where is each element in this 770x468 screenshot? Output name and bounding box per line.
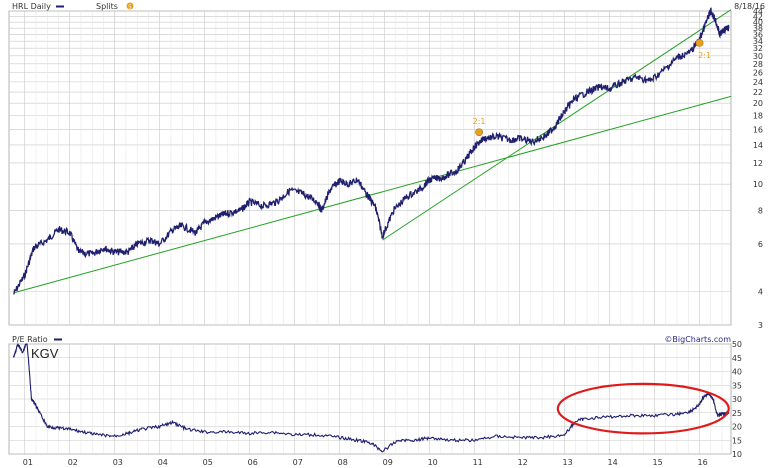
price-tick-label: 20: [753, 99, 763, 108]
split-marker: [475, 128, 483, 137]
price-tick-label: 42: [753, 12, 763, 21]
price-panel: 2:12:1 346810121416182022242628303234363…: [8, 7, 763, 330]
price-panel-frame: [8, 10, 732, 326]
pe-tick-label: 10: [732, 450, 742, 459]
price-tick-label: 3: [758, 321, 763, 330]
split-marker: [695, 38, 704, 47]
price-tick-label: 18: [753, 112, 763, 121]
x-tick-label: 03: [113, 458, 123, 467]
highlight-ellipse: [556, 382, 730, 435]
pe-series: [12, 343, 730, 453]
price-tick-label: 30: [753, 52, 763, 61]
price-tick-label: 14: [753, 141, 763, 150]
pe-tick-label: 15: [732, 436, 742, 445]
split-label: 2:1: [698, 51, 711, 60]
price-line: [13, 7, 730, 295]
x-tick-label: 12: [518, 458, 528, 467]
splits-legend-glyph: S: [128, 5, 131, 11]
price-tick-label: 8: [758, 206, 763, 215]
x-tick-label: 09: [383, 458, 393, 467]
pe-tick-label: 50: [732, 340, 742, 349]
price-tick-label: 26: [753, 69, 763, 78]
pe-tick-label: 45: [732, 354, 742, 363]
splits-legend-icon: [126, 2, 134, 10]
x-tick-label: 13: [563, 458, 573, 467]
pe-tick-label: 25: [732, 409, 742, 418]
pe-label: P/E Ratio: [12, 335, 48, 344]
pe-line: [12, 343, 730, 453]
highlight-ellipse: [556, 382, 730, 435]
x-tick-label: 14: [608, 458, 618, 467]
x-tick-label: 16: [698, 458, 708, 467]
x-tick-label: 10: [428, 458, 438, 467]
x-tick-label: 01: [23, 458, 33, 467]
brand-label: ©BigCharts.com: [664, 335, 731, 344]
price-tick-label: 12: [753, 159, 763, 168]
price-tick-label: 32: [753, 44, 763, 53]
pe-tick-label: 30: [732, 395, 742, 404]
price-tick-label: 36: [753, 30, 763, 39]
price-tick-label: 38: [753, 24, 763, 33]
price-tick-label: 24: [753, 78, 763, 87]
price-tick-label: 10: [753, 180, 763, 189]
x-tick-label: 15: [653, 458, 663, 467]
x-tick-label: 05: [203, 458, 213, 467]
pe-tick-label: 20: [732, 423, 742, 432]
price-tick-label: 4: [758, 287, 763, 296]
x-tick-label: 08: [338, 458, 348, 467]
split-markers: 2:1 2:1: [473, 38, 711, 137]
split-label: 2:1: [473, 117, 486, 126]
price-tick-label: 34: [753, 37, 763, 46]
date-label: 8/18/16: [734, 2, 765, 11]
x-tick-label: 06: [248, 458, 258, 467]
splits-label: Splits: [96, 2, 118, 11]
price-tick-label: 22: [753, 88, 763, 97]
price-tick-label: 40: [753, 18, 763, 27]
price-tick-label: 16: [753, 125, 763, 134]
price-grid: [9, 10, 731, 326]
x-tick-label: 02: [68, 458, 78, 467]
x-axis: 01 02 03 04 05 06 07 08 09 10 11 12 13 14 15 16: [23, 458, 708, 467]
pe-tick-label: 35: [732, 381, 742, 390]
price-tick-label: 28: [753, 60, 763, 69]
price-series: [13, 7, 730, 295]
price-tick-label: 44: [753, 7, 763, 16]
pe-y-axis: 10 15 20 25 30 35 40 45 50: [732, 340, 742, 459]
trendline: [13, 95, 732, 294]
price-tick-label: 6: [758, 240, 763, 249]
kgv-annotation: KGV: [31, 346, 59, 361]
x-tick-label: 07: [293, 458, 303, 467]
x-tick-label: 04: [158, 458, 168, 467]
symbol-label: HRL Daily: [12, 2, 51, 11]
x-tick-label: 11: [473, 458, 483, 467]
pe-tick-label: 40: [732, 368, 742, 377]
